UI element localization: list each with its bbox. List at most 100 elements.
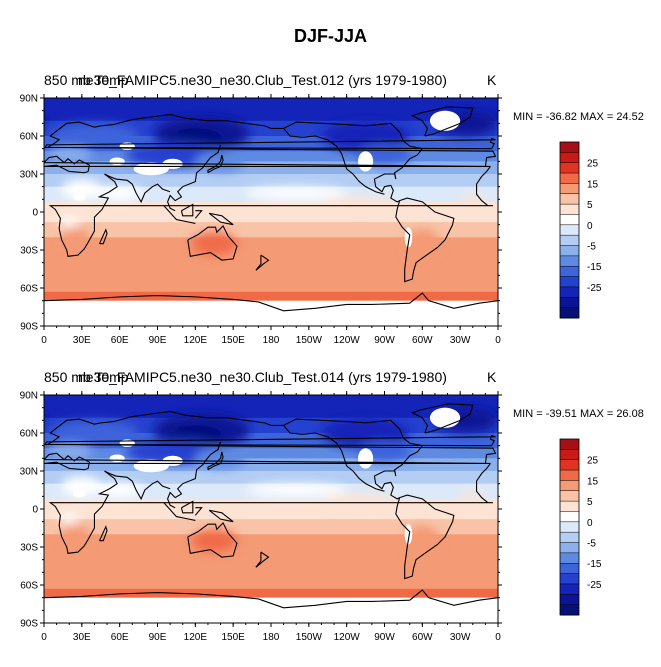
lon-tick-label: 120E <box>184 335 208 346</box>
colorbar-label: 25 <box>587 159 599 170</box>
units-label: K <box>487 72 497 88</box>
lat-tick-label: 90N <box>20 94 38 105</box>
colorbar-swatch <box>560 235 579 247</box>
lon-tick-label: 150W <box>296 632 323 643</box>
colorbar-label: 15 <box>587 476 599 487</box>
lat-tick-label: 30S <box>20 246 38 257</box>
lon-tick-label: 120W <box>334 632 361 643</box>
colorbar-swatch <box>560 142 579 153</box>
lon-tick-label: 0 <box>495 335 501 346</box>
map-axes: 90N 60N 30N 0 30S 60S 90S 0 30E 60E 90E 120E 150E 180… <box>20 391 502 643</box>
variable-label: 850 mb Temp <box>44 369 129 385</box>
colorbar-swatch <box>560 501 579 512</box>
colorbar-swatch <box>560 286 579 298</box>
colorbar-swatch <box>560 214 579 226</box>
colorbar-label: 5 <box>587 200 593 211</box>
colorbar-label: -5 <box>587 539 596 550</box>
temperature-field <box>44 98 498 326</box>
case-label: ne30_FAMIPC5.ne30_ne30.Club_Test.012 (yr… <box>78 72 447 88</box>
lon-tick-label: 90E <box>149 335 167 346</box>
case-label: ne30_FAMIPC5.ne30_ne30.Club_Test.014 (yr… <box>78 369 447 385</box>
temperature-field <box>44 395 498 623</box>
lat-tick-label: 30S <box>20 543 38 554</box>
lon-tick-label: 0 <box>41 335 47 346</box>
colorbar-swatch <box>560 276 579 288</box>
lat-tick-label: 90S <box>20 322 38 333</box>
colorbar-swatch <box>560 542 579 554</box>
colorbar-label: -5 <box>587 242 596 253</box>
lon-tick-label: 30W <box>450 632 471 643</box>
colorbar-swatch <box>560 490 579 502</box>
colorbar-swatch <box>560 162 579 174</box>
colorbar-swatch <box>560 573 579 585</box>
lon-tick-label: 30E <box>73 632 91 643</box>
lat-tick-label: 0 <box>32 208 38 219</box>
colorbar-label: 5 <box>587 497 593 508</box>
colorbar-swatch <box>560 511 579 523</box>
lon-tick-label: 180 <box>263 632 280 643</box>
colorbar-swatch <box>560 152 579 164</box>
colorbar-swatch <box>560 594 579 606</box>
lon-tick-label: 0 <box>495 632 501 643</box>
lat-tick-label: 60N <box>20 429 38 440</box>
colorbar-swatch <box>560 193 579 205</box>
colorbar-swatch <box>560 245 579 257</box>
colorbar-swatch <box>560 604 579 616</box>
lon-tick-label: 30E <box>73 335 91 346</box>
colorbar-swatch <box>560 266 579 278</box>
figure-title: DJF-JJA <box>293 26 368 46</box>
lon-tick-label: 60E <box>111 335 129 346</box>
colorbar-swatch <box>560 521 579 533</box>
lat-tick-label: 60N <box>20 132 38 143</box>
colorbar-label: -25 <box>587 283 602 294</box>
colorbar-label: -25 <box>587 580 602 591</box>
colorbar-swatch <box>560 297 579 309</box>
lat-tick-label: 90S <box>20 619 38 630</box>
colorbar-swatch <box>560 459 579 471</box>
colorbar-swatch <box>560 224 579 236</box>
colorbar-swatch <box>560 470 579 481</box>
map-figure-2: 90N 60N 30N 0 30S 60S 90S 0 30E 60E 90E 120E 150E 180… <box>20 391 602 644</box>
colorbar-swatch <box>560 532 579 544</box>
minmax-label: MIN = -39.51 MAX = 26.08 <box>513 408 644 420</box>
colorbar-label: 0 <box>587 221 593 232</box>
colorbar-label: 15 <box>587 179 599 190</box>
lon-tick-label: 150W <box>296 335 323 346</box>
colorbar-swatch <box>560 204 579 215</box>
lon-tick-label: 150E <box>221 335 245 346</box>
variable-label: 850 mb Temp <box>44 72 129 88</box>
colorbar-swatch <box>560 439 579 450</box>
map-panel-2: 850 mb Temp ne30_FAMIPC5.ne30_ne30.Club_… <box>0 367 661 667</box>
lat-tick-label: 60S <box>20 284 38 295</box>
lon-tick-label: 90E <box>149 632 167 643</box>
lat-tick-label: 60S <box>20 581 38 592</box>
lon-tick-label: 90W <box>374 632 395 643</box>
lon-tick-label: 120W <box>334 335 361 346</box>
lat-tick-label: 30N <box>20 467 38 478</box>
lon-tick-label: 60E <box>111 632 129 643</box>
colorbar-label: -15 <box>587 262 602 273</box>
lon-tick-label: 90W <box>374 335 395 346</box>
colorbar-swatch <box>560 173 579 184</box>
lon-tick-label: 150E <box>221 632 245 643</box>
lon-tick-label: 180 <box>263 335 280 346</box>
units-label: K <box>487 369 497 385</box>
lon-tick-label: 60W <box>412 335 433 346</box>
colorbar-label: -15 <box>587 559 602 570</box>
lon-tick-label: 120E <box>184 632 208 643</box>
colorbar-swatch <box>560 552 579 564</box>
lon-tick-label: 30W <box>450 335 471 346</box>
colorbar-swatch <box>560 480 579 492</box>
colorbar: 25 15 5 0 -5 -15 -25 <box>559 438 602 616</box>
colorbar-swatch <box>560 563 579 575</box>
colorbar-swatch <box>560 183 579 195</box>
lat-tick-label: 0 <box>32 505 38 516</box>
colorbar-swatch <box>560 307 579 319</box>
lat-tick-label: 90N <box>20 391 38 402</box>
lon-tick-label: 60W <box>412 632 433 643</box>
colorbar-label: 25 <box>587 456 599 467</box>
colorbar-swatch <box>560 255 579 267</box>
minmax-label: MIN = -36.82 MAX = 24.52 <box>513 111 644 123</box>
